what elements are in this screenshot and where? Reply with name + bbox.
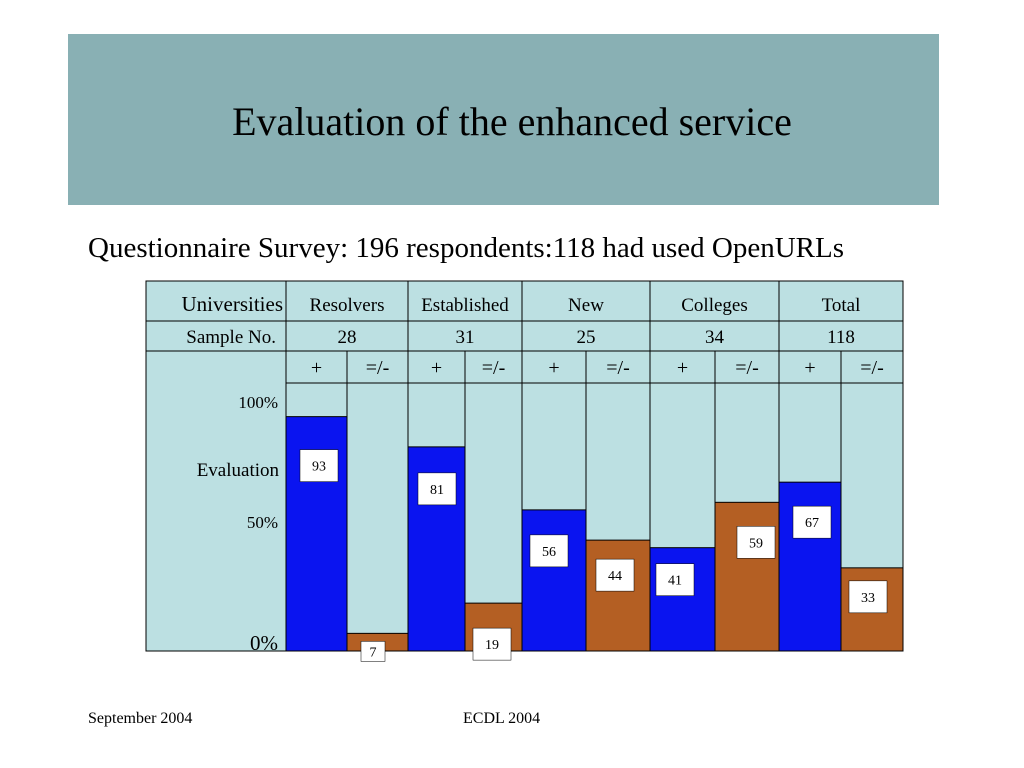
data-label-box [472,627,512,661]
sub-label: =/- [366,357,390,379]
data-label-box [655,563,695,596]
sample-size-established: 31 [456,327,475,348]
sample-size-new: 25 [577,327,596,348]
data-label-box [595,558,635,592]
data-label: 33 [861,591,875,606]
sample-size-total: 118 [827,327,855,348]
data-label-box [417,472,457,506]
sub-label: =/- [860,357,884,379]
data-label: 7 [370,645,377,660]
bar [649,547,716,652]
row-label-sample: Sample No. [186,327,276,348]
data-label: 67 [805,516,819,531]
y-tick-label: 100% [238,393,278,412]
y-tick-label: 0% [250,631,278,655]
title-banner [68,34,939,205]
data-label-box [792,505,832,539]
group-label-resolvers: Resolvers [310,295,385,316]
sample-size-colleges: 34 [705,327,725,348]
bar [521,509,587,652]
y-tick-label: 50% [247,513,278,532]
data-label: 56 [542,545,556,560]
group-label-colleges: Colleges [681,295,748,316]
group-label-new: New [568,295,604,316]
sub-label: + [548,357,559,379]
slide-title: Evaluation of the enhanced service [232,99,792,144]
sub-label: + [804,357,815,379]
bar [714,501,780,652]
footer-conference: ECDL 2004 [463,710,541,727]
data-label: 41 [668,574,682,589]
data-label-box [299,449,339,482]
group-label-established: Established [421,295,509,316]
slide-subtitle: Questionnaire Survey: 196 respondents:11… [88,232,845,264]
data-label: 81 [430,483,444,498]
sub-label: =/- [606,357,630,379]
row-label-universities: Universities [182,292,283,316]
data-label: 93 [312,460,326,475]
data-label: 44 [608,569,622,584]
sub-label: =/- [482,357,506,379]
bar [585,539,651,652]
footer-date: September 2004 [88,710,193,727]
data-label-box [848,580,888,614]
data-label: 19 [485,638,499,653]
data-label-box [736,526,776,559]
data-label-box [360,641,386,662]
row-label-evaluation: Evaluation [197,460,280,481]
data-label: 59 [749,536,763,551]
sub-label: + [311,357,322,379]
sample-size-resolvers: 28 [338,327,357,348]
sub-label: + [677,357,688,379]
sub-label: + [431,357,442,379]
sub-label: =/- [735,357,759,379]
data-label-box [529,534,569,568]
group-label-total: Total [822,295,861,316]
